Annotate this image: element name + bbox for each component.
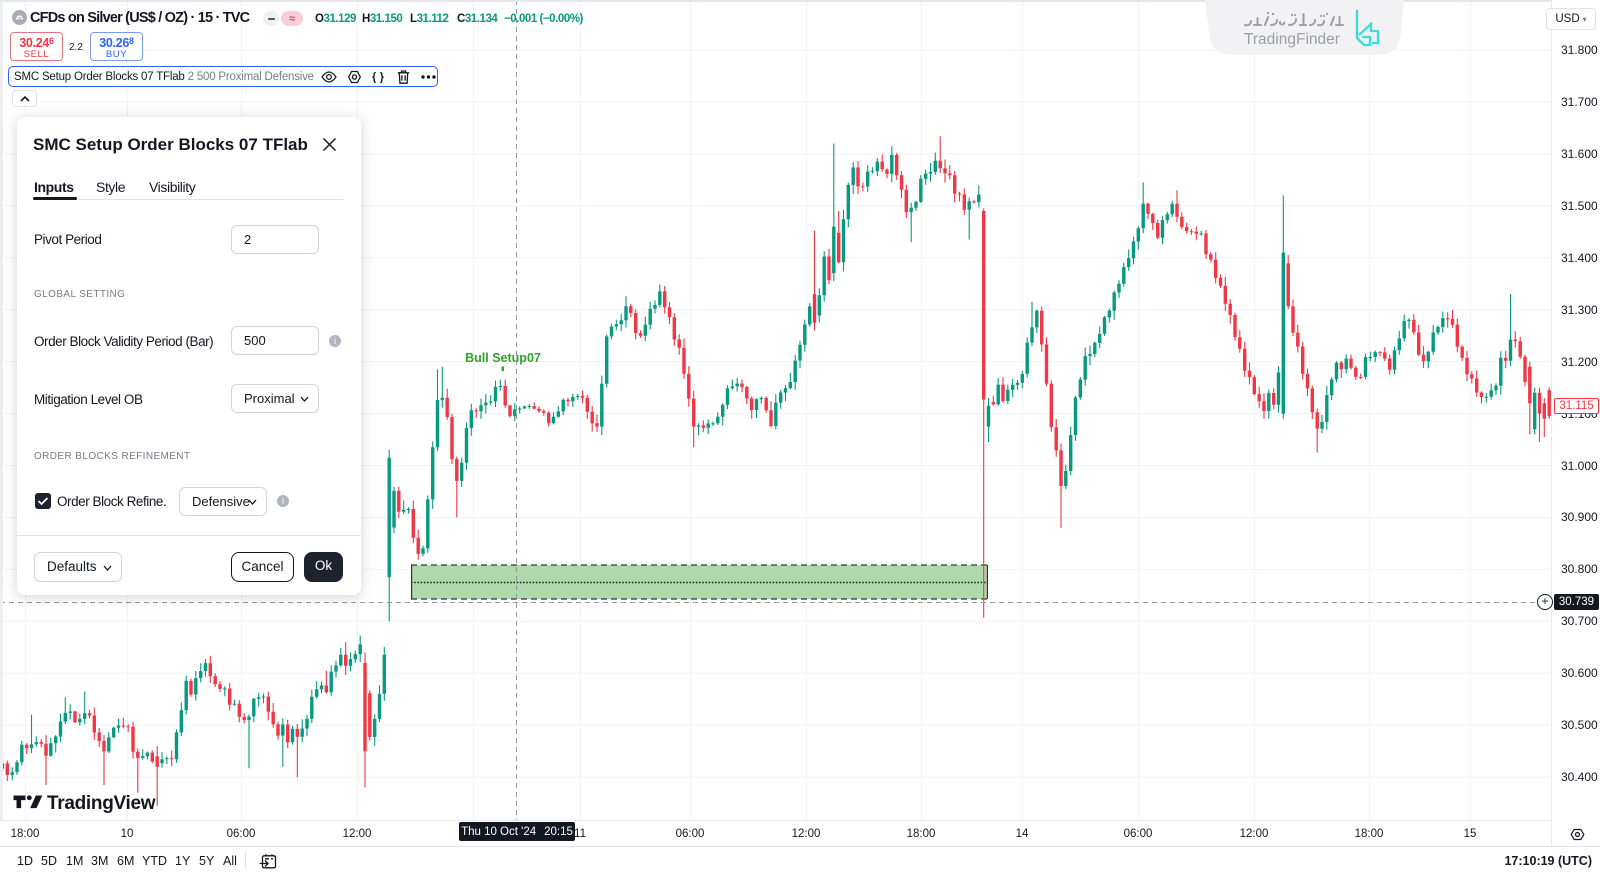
svg-text:Bull Setup07: Bull Setup07 (465, 351, 541, 365)
